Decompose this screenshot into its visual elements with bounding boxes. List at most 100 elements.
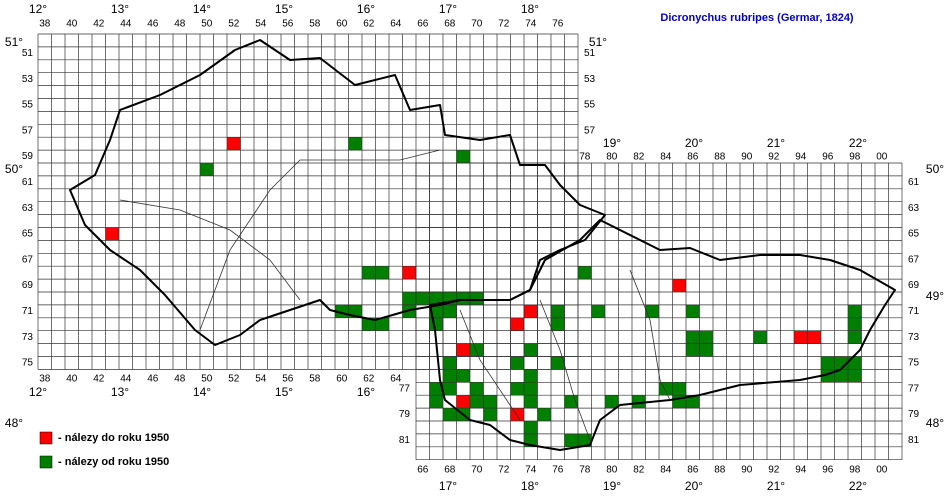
- record-since-1950: [699, 330, 713, 344]
- record-since-1950: [443, 382, 457, 396]
- column-label: 94: [795, 465, 807, 476]
- record-since-1950: [672, 382, 686, 396]
- record-since-1950: [402, 292, 416, 305]
- longitude-label: 13°: [111, 2, 129, 16]
- record-before-1950: [524, 304, 538, 318]
- longitude-label: 22°: [849, 479, 867, 493]
- column-label: 38: [39, 374, 51, 385]
- row-label: 77: [908, 383, 920, 394]
- record-since-1950: [848, 369, 862, 383]
- latitude-label: 50°: [926, 162, 944, 176]
- record-since-1950: [200, 163, 214, 176]
- river: [199, 149, 441, 331]
- record-since-1950: [524, 395, 538, 409]
- record-before-1950: [807, 330, 821, 344]
- record-since-1950: [753, 330, 767, 344]
- record-since-1950: [470, 343, 484, 357]
- row-label: 61: [908, 177, 920, 188]
- record-since-1950: [429, 395, 443, 409]
- record-since-1950: [362, 266, 376, 280]
- legend-swatch: [39, 431, 53, 445]
- record-since-1950: [470, 292, 484, 305]
- longitude-label: 20°: [685, 136, 703, 150]
- row-label: 53: [584, 74, 596, 85]
- record-since-1950: [564, 433, 578, 447]
- record-before-1950: [227, 137, 241, 151]
- column-label: 72: [498, 19, 510, 30]
- record-before-1950: [402, 266, 416, 280]
- column-label: 56: [282, 374, 294, 385]
- row-label: 57: [584, 125, 596, 136]
- record-since-1950: [524, 421, 538, 434]
- record-before-1950: [672, 279, 686, 292]
- column-label: 80: [606, 465, 618, 476]
- column-label: 96: [822, 152, 834, 163]
- column-label: 62: [363, 19, 375, 30]
- record-since-1950: [429, 382, 443, 396]
- row-label: 61: [22, 177, 34, 188]
- record-since-1950: [686, 343, 700, 357]
- column-label: 82: [633, 152, 645, 163]
- record-since-1950: [348, 137, 362, 151]
- record-since-1950: [848, 317, 862, 331]
- record-since-1950: [686, 304, 700, 318]
- column-label: 56: [282, 19, 294, 30]
- record-since-1950: [524, 343, 538, 357]
- column-label: 76: [552, 19, 564, 30]
- record-before-1950: [794, 330, 808, 344]
- record-since-1950: [456, 369, 470, 383]
- column-label: 40: [66, 374, 78, 385]
- record-since-1950: [699, 343, 713, 357]
- record-since-1950: [416, 292, 430, 305]
- row-label: 57: [22, 125, 34, 136]
- column-label: 44: [120, 374, 132, 385]
- column-label: 74: [525, 465, 537, 476]
- record-since-1950: [578, 266, 592, 280]
- column-label: 72: [498, 465, 510, 476]
- column-label: 76: [552, 465, 564, 476]
- column-label: 80: [606, 152, 618, 163]
- longitude-label: 14°: [193, 385, 211, 399]
- column-label: 48: [174, 374, 186, 385]
- record-before-1950: [105, 227, 119, 241]
- record-since-1950: [834, 369, 848, 383]
- longitude-label: 20°: [685, 479, 703, 493]
- record-since-1950: [551, 304, 565, 318]
- longitude-label: 14°: [193, 2, 211, 16]
- column-label: 84: [660, 152, 672, 163]
- record-since-1950: [686, 330, 700, 344]
- latitude-label: 51°: [589, 35, 607, 49]
- river: [629, 269, 671, 401]
- record-since-1950: [645, 304, 659, 318]
- record-since-1950: [686, 395, 700, 409]
- column-label: 98: [849, 152, 861, 163]
- legend-label: - nálezy od roku 1950: [58, 456, 169, 468]
- legend-swatch: [39, 455, 53, 469]
- record-since-1950: [537, 408, 551, 421]
- record-since-1950: [375, 317, 389, 331]
- column-label: 84: [660, 465, 672, 476]
- row-label: 53: [22, 74, 34, 85]
- longitude-label: 15°: [275, 385, 293, 399]
- column-label: 00: [876, 152, 888, 163]
- longitude-label: 18°: [521, 479, 539, 493]
- column-label: 78: [579, 152, 591, 163]
- column-label: 78: [579, 465, 591, 476]
- record-since-1950: [591, 304, 605, 318]
- record-since-1950: [402, 304, 416, 318]
- column-label: 88: [714, 465, 726, 476]
- record-since-1950: [443, 369, 457, 383]
- river: [539, 299, 591, 441]
- column-label: 98: [849, 465, 861, 476]
- record-since-1950: [848, 356, 862, 370]
- column-label: 70: [471, 19, 483, 30]
- longitude-label: 19°: [603, 479, 621, 493]
- row-label: 51: [584, 48, 596, 59]
- longitude-label: 19°: [603, 136, 621, 150]
- longitude-label: 22°: [849, 136, 867, 150]
- column-label: 90: [741, 465, 753, 476]
- longitude-label: 12°: [29, 2, 47, 16]
- border-sk: [429, 219, 896, 451]
- row-label: 55: [584, 100, 596, 111]
